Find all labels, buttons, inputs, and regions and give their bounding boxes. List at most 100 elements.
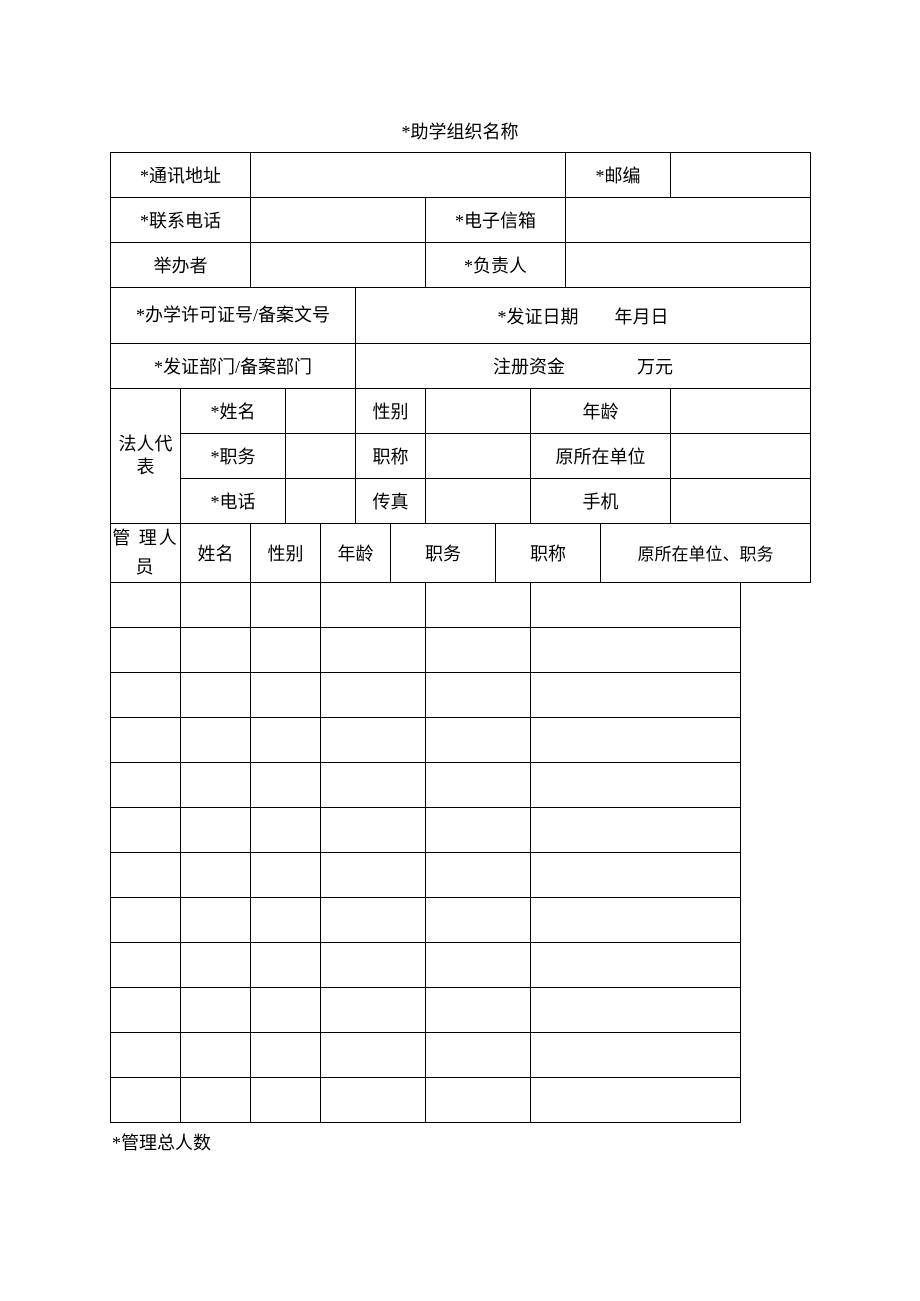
staff-cell[interactable] — [426, 942, 531, 987]
staff-cell[interactable] — [426, 627, 531, 672]
staff-row — [111, 717, 811, 762]
staff-cell[interactable] — [321, 897, 426, 942]
legal-age-value[interactable] — [671, 389, 811, 434]
staff-cell[interactable] — [181, 807, 251, 852]
legal-org-value[interactable] — [671, 434, 811, 479]
staff-cell[interactable] — [321, 1032, 426, 1077]
staff-cell[interactable] — [111, 627, 181, 672]
staff-cell[interactable] — [531, 717, 741, 762]
email-label: *电子信箱 — [426, 198, 566, 243]
staff-cell[interactable] — [426, 672, 531, 717]
staff-cell[interactable] — [321, 762, 426, 807]
staff-cell[interactable] — [111, 582, 181, 627]
staff-cell[interactable] — [181, 1077, 251, 1122]
staff-cell[interactable] — [111, 1077, 181, 1122]
legal-position-value[interactable] — [286, 434, 356, 479]
organizer-value[interactable] — [251, 243, 426, 288]
staff-cell[interactable] — [321, 987, 426, 1032]
staff-cell[interactable] — [426, 717, 531, 762]
staff-cell[interactable] — [181, 582, 251, 627]
legal-fax-value[interactable] — [426, 479, 531, 524]
staff-cell[interactable] — [251, 717, 321, 762]
email-value[interactable] — [566, 198, 811, 243]
staff-cell[interactable] — [111, 852, 181, 897]
staff-cell[interactable] — [531, 942, 741, 987]
staff-cell[interactable] — [181, 987, 251, 1032]
staff-cell[interactable] — [426, 1032, 531, 1077]
staff-cell[interactable] — [111, 672, 181, 717]
staff-cell[interactable] — [181, 627, 251, 672]
legal-phone-value[interactable] — [286, 479, 356, 524]
staff-cell[interactable] — [321, 942, 426, 987]
staff-cell[interactable] — [251, 807, 321, 852]
responsible-value[interactable] — [566, 243, 811, 288]
staff-row — [111, 897, 811, 942]
staff-cell[interactable] — [251, 942, 321, 987]
staff-cell[interactable] — [321, 807, 426, 852]
staff-cell[interactable] — [251, 1032, 321, 1077]
staff-cell[interactable] — [426, 1077, 531, 1122]
staff-cell[interactable] — [251, 672, 321, 717]
legal-title-value[interactable] — [426, 434, 531, 479]
staff-cell[interactable] — [531, 627, 741, 672]
staff-cell[interactable] — [531, 1032, 741, 1077]
staff-cell[interactable] — [111, 897, 181, 942]
staff-cell[interactable] — [251, 852, 321, 897]
legal-mobile-value[interactable] — [671, 479, 811, 524]
legal-gender-value[interactable] — [426, 389, 531, 434]
staff-cell[interactable] — [181, 672, 251, 717]
staff-cell[interactable] — [321, 582, 426, 627]
staff-cell[interactable] — [181, 852, 251, 897]
staff-cell[interactable] — [111, 762, 181, 807]
staff-cell[interactable] — [181, 762, 251, 807]
staff-cell[interactable] — [181, 717, 251, 762]
issue-date-cell[interactable]: *发证日期 年月日 — [356, 288, 811, 344]
staff-cell[interactable] — [111, 717, 181, 762]
staff-cell[interactable] — [251, 897, 321, 942]
staff-cell[interactable] — [251, 762, 321, 807]
staff-cell[interactable] — [426, 897, 531, 942]
staff-cell[interactable] — [426, 852, 531, 897]
address-value[interactable] — [251, 153, 566, 198]
staff-cell[interactable] — [426, 762, 531, 807]
staff-cell[interactable] — [426, 987, 531, 1032]
staff-section-label: 管 理人 员 — [111, 524, 181, 583]
staff-cell[interactable] — [111, 807, 181, 852]
legal-age-label: 年龄 — [531, 389, 671, 434]
staff-cell[interactable] — [251, 627, 321, 672]
staff-row — [111, 1077, 811, 1122]
staff-cell[interactable] — [531, 1077, 741, 1122]
staff-cell[interactable] — [321, 627, 426, 672]
staff-cell[interactable] — [181, 897, 251, 942]
staff-cell[interactable] — [531, 897, 741, 942]
legal-title-label: 职称 — [356, 434, 426, 479]
staff-cell[interactable] — [111, 987, 181, 1032]
legal-name-value[interactable] — [286, 389, 356, 434]
staff-cell[interactable] — [111, 942, 181, 987]
staff-cell[interactable] — [531, 987, 741, 1032]
staff-h-origin: 原所在单位、职务 — [601, 524, 811, 583]
staff-cell[interactable] — [531, 807, 741, 852]
staff-cell[interactable] — [321, 852, 426, 897]
legal-name-label: *姓名 — [181, 389, 286, 434]
staff-cell[interactable] — [251, 1077, 321, 1122]
staff-cell[interactable] — [426, 582, 531, 627]
staff-cell[interactable] — [321, 1077, 426, 1122]
staff-cell[interactable] — [531, 762, 741, 807]
staff-cell[interactable] — [531, 582, 741, 627]
staff-cell[interactable] — [251, 987, 321, 1032]
phone-value[interactable] — [251, 198, 426, 243]
staff-cell[interactable] — [426, 807, 531, 852]
staff-cell[interactable] — [181, 1032, 251, 1077]
staff-cell[interactable] — [531, 852, 741, 897]
staff-cell[interactable] — [251, 582, 321, 627]
staff-cell[interactable] — [321, 717, 426, 762]
staff-cell[interactable] — [181, 942, 251, 987]
footer-note: *管理总人数 — [112, 1129, 810, 1155]
staff-row — [111, 1032, 811, 1077]
staff-cell[interactable] — [531, 672, 741, 717]
staff-cell[interactable] — [321, 672, 426, 717]
capital-cell[interactable]: 注册资金 万元 — [356, 344, 811, 389]
staff-cell[interactable] — [111, 1032, 181, 1077]
postcode-value[interactable] — [671, 153, 811, 198]
